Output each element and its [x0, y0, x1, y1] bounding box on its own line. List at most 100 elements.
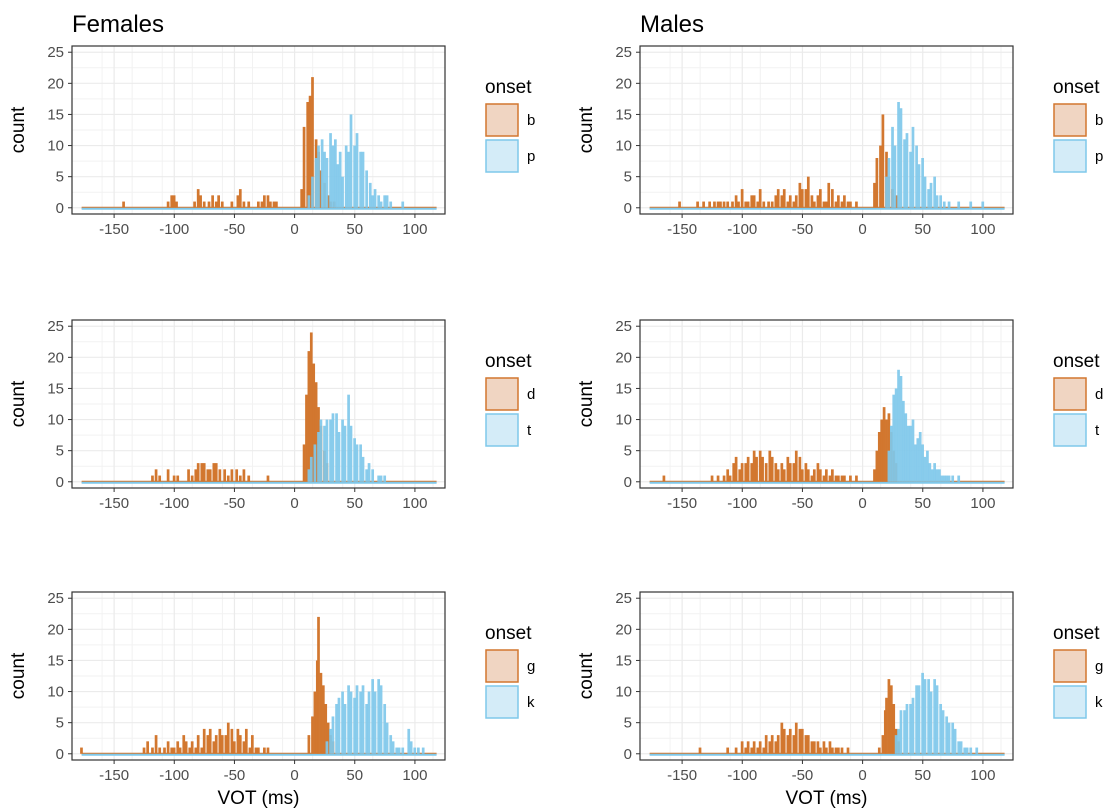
histogram-bar — [389, 201, 393, 208]
histogram-bar — [780, 195, 784, 208]
histogram-bar — [885, 697, 888, 754]
histogram-bar — [338, 151, 342, 208]
histogram-bar — [272, 201, 276, 208]
y-tick-label: 15 — [615, 652, 632, 669]
histogram-bar — [194, 747, 198, 754]
histogram-bar — [909, 151, 912, 208]
x-tick-label: -50 — [792, 495, 814, 512]
histogram-bar — [726, 469, 730, 482]
histogram-bar — [349, 114, 353, 208]
histogram-bar — [305, 394, 308, 482]
histogram-bar — [892, 704, 896, 754]
histogram-bar — [379, 685, 383, 754]
x-tick-label: -150 — [99, 767, 129, 784]
histogram-bar — [311, 716, 314, 754]
histogram-bar — [170, 195, 174, 208]
histogram-bar — [816, 195, 820, 208]
histogram-bar — [855, 201, 858, 208]
x-tick-label: -100 — [159, 495, 189, 512]
histogram-panel: -150 -100 -50 0 50 100 0 5 10 15 20 25 count onset b p — [8, 44, 535, 238]
histogram-bar — [927, 189, 930, 208]
histogram-bar — [774, 741, 778, 754]
histogram-bar — [746, 741, 750, 754]
histogram-bar — [828, 475, 832, 482]
histogram-bar — [834, 201, 838, 208]
histogram-bar — [734, 195, 738, 208]
histogram-bar — [247, 201, 251, 208]
histogram-bar — [238, 735, 242, 754]
histogram-bar — [359, 151, 362, 208]
histogram-bar — [800, 189, 804, 208]
histogram-bar — [891, 126, 894, 208]
histogram-bar — [719, 201, 722, 208]
histogram-bar — [935, 685, 939, 754]
histogram-bar — [218, 469, 222, 482]
histogram-bar — [947, 201, 951, 208]
x-tick-label: 0 — [858, 495, 866, 512]
histogram-bar — [238, 189, 242, 208]
histogram-bar — [887, 679, 891, 754]
histogram-bar — [906, 425, 910, 482]
histogram-bar — [911, 126, 915, 208]
histogram-bar — [329, 133, 332, 208]
y-tick-label: 5 — [56, 715, 64, 732]
histogram-bar — [923, 679, 927, 754]
histogram-bar — [737, 201, 740, 208]
x-tick-label: 0 — [290, 495, 298, 512]
histogram-bar — [881, 114, 885, 208]
histogram-bar — [178, 747, 182, 754]
histogram-bar — [758, 189, 762, 208]
legend-key — [485, 103, 519, 137]
y-tick-label: 15 — [47, 106, 64, 123]
histogram-bar — [822, 201, 826, 208]
histogram-bar — [963, 747, 967, 754]
histogram-bar — [764, 735, 768, 754]
legend-title: onset — [485, 623, 532, 644]
histogram-bar — [212, 741, 216, 754]
histogram-bar — [190, 741, 194, 754]
panel-border — [639, 45, 1014, 215]
histogram-bar — [308, 95, 312, 208]
y-tick-label: 0 — [56, 474, 64, 491]
histogram-bar — [782, 469, 786, 482]
histogram-bar — [940, 475, 944, 482]
panel-border — [71, 45, 446, 215]
histogram-bar — [911, 419, 915, 482]
histogram-bar — [887, 413, 891, 482]
histogram-bar — [788, 463, 792, 482]
histogram-bar — [889, 685, 893, 754]
histogram-bar — [331, 145, 335, 208]
histogram-bar — [341, 691, 344, 754]
x-tick-label: -150 — [667, 767, 697, 784]
histogram-bar — [407, 728, 411, 754]
histogram-bar — [200, 747, 204, 754]
histogram-bar — [343, 704, 347, 754]
histogram-bar — [953, 728, 957, 754]
x-tick-label: 100 — [970, 221, 995, 238]
histogram-bar — [810, 475, 814, 482]
histogram-bar — [260, 201, 264, 208]
histogram-bar — [840, 747, 844, 754]
histogram-bar — [794, 195, 798, 208]
histogram-bar — [190, 475, 194, 482]
histogram-bar — [849, 201, 852, 208]
x-tick-label: -150 — [667, 495, 697, 512]
histogram-bar — [696, 201, 699, 208]
histogram-bar — [744, 747, 748, 754]
histogram-bar — [917, 685, 921, 754]
histogram-bar — [818, 189, 822, 208]
histogram-bar — [768, 450, 772, 482]
histogram-bar — [794, 450, 798, 482]
histogram-bar — [935, 195, 939, 208]
histogram-bar — [831, 469, 834, 482]
x-tick-label: -50 — [792, 221, 814, 238]
histogram-bar — [798, 182, 802, 208]
histogram-bar — [933, 679, 936, 754]
histogram-bar — [211, 195, 214, 208]
histogram-bar — [397, 747, 401, 754]
histogram-bar — [786, 735, 790, 754]
histogram-bar — [311, 77, 314, 208]
histogram-bar — [756, 201, 760, 208]
histogram-bar — [336, 164, 340, 208]
